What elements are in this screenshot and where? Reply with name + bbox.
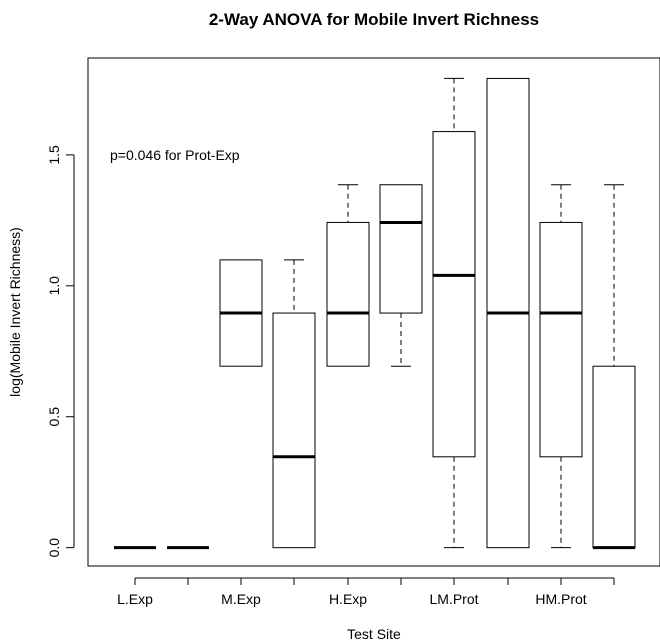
box-9 — [539, 184, 583, 549]
box-3 — [219, 259, 263, 367]
x-tick-label: M.Exp — [221, 591, 261, 607]
y-tick-label: 1.0 — [46, 276, 62, 296]
box-10 — [592, 184, 636, 550]
iqr-box — [539, 221, 583, 458]
iqr-box — [432, 131, 476, 458]
iqr-box — [592, 365, 636, 549]
iqr-box — [272, 312, 316, 549]
x-tick-label: LM.Prot — [429, 591, 478, 607]
y-axis: 0.0 0.5 1.0 1.5 — [46, 145, 75, 558]
box-6 — [379, 184, 423, 367]
y-tick-label: 0.5 — [46, 407, 62, 427]
x-tick-label: H.Exp — [329, 591, 367, 607]
p-value-annotation: p=0.046 for Prot-Exp — [110, 147, 240, 163]
box-8 — [486, 77, 530, 549]
y-axis-label: log(Mobile Invert Richness) — [7, 227, 23, 397]
box-4 — [272, 259, 316, 549]
iqr-box — [379, 184, 423, 314]
x-tick-label: HM.Prot — [535, 591, 586, 607]
plot-frame — [87, 57, 660, 567]
x-tick-label: L.Exp — [117, 591, 153, 607]
box-7 — [432, 77, 476, 549]
iqr-box — [326, 221, 370, 367]
y-tick-label: 0.0 — [46, 538, 62, 558]
x-axis-label: Test Site — [347, 626, 401, 642]
x-axis: L.Exp M.Exp H.Exp LM.Prot HM.Prot — [117, 577, 615, 607]
y-tick-label: 1.5 — [46, 145, 62, 165]
chart-title: 2-Way ANOVA for Mobile Invert Richness — [209, 10, 539, 29]
box-5 — [326, 184, 370, 367]
box-series — [114, 77, 636, 550]
